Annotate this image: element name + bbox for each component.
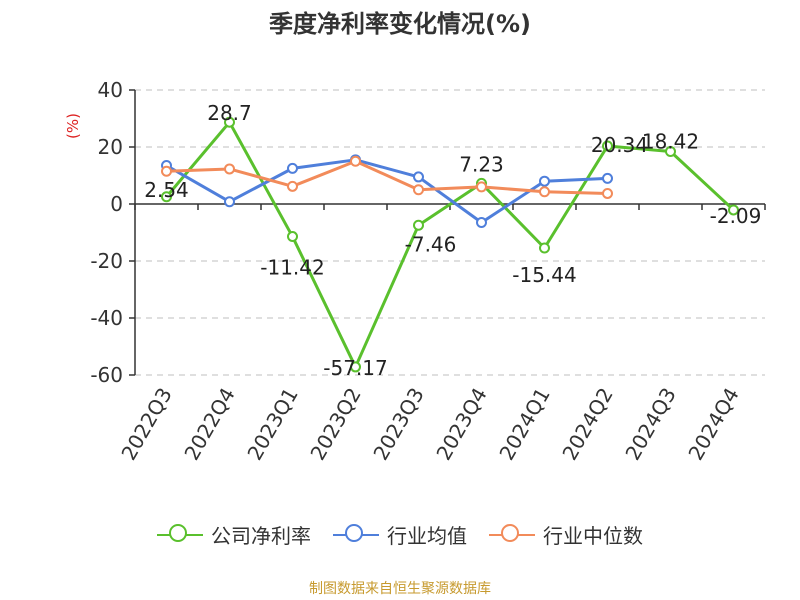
y-tick-label: -40	[90, 306, 123, 330]
data-point	[602, 187, 613, 199]
x-tick-label: 2024Q3	[620, 384, 680, 465]
data-point	[476, 217, 487, 229]
x-tick-label: 2024Q2	[557, 384, 617, 465]
legend: 公司净利率 行业均值 行业中位数	[0, 520, 800, 549]
data-point	[539, 186, 550, 198]
x-tick-label: 2022Q4	[179, 384, 239, 465]
data-point	[224, 163, 235, 175]
grid-lines	[135, 89, 765, 376]
legend-label: 行业均值	[387, 524, 467, 548]
series-line-3	[166, 159, 608, 195]
x-tick-label: 2023Q2	[305, 384, 365, 465]
data-point	[224, 196, 235, 208]
data-point	[476, 181, 487, 193]
data-label: 28.7	[207, 101, 252, 125]
data-point	[665, 146, 676, 158]
data-point	[161, 191, 172, 203]
series-line-2	[165, 158, 608, 225]
data-point	[161, 165, 172, 177]
data-point	[287, 162, 298, 174]
x-tick-label: 2023Q1	[242, 384, 302, 465]
legend-swatch-icon	[333, 523, 379, 546]
data-labels: 2.54 28.7 -11.42 -57.17 -7.46 7.23 -15.44 20.34…	[144, 101, 761, 380]
data-point	[350, 361, 361, 373]
data-point	[413, 184, 424, 196]
legend-label: 公司净利率	[211, 524, 311, 548]
data-point	[539, 242, 550, 254]
y-tick-label: 20	[98, 135, 123, 159]
data-point	[728, 204, 739, 216]
data-label: -57.17	[323, 356, 387, 380]
data-point	[602, 172, 613, 184]
data-point	[224, 116, 235, 128]
data-label: 2.54	[144, 178, 189, 202]
x-tick-label: 2024Q4	[683, 384, 743, 465]
y-tick-label: -20	[90, 249, 123, 273]
data-label: 7.23	[459, 152, 504, 176]
x-tick-label: 2023Q4	[431, 384, 491, 465]
data-point	[413, 219, 424, 231]
source-note: 制图数据来自恒生聚源数据库	[309, 581, 491, 597]
data-point	[413, 171, 424, 183]
series-lines	[165, 120, 735, 369]
y-axis-unit-label: (%)	[64, 113, 82, 139]
series-line-1	[165, 120, 735, 369]
data-point	[287, 231, 298, 243]
data-label: -7.46	[405, 232, 457, 256]
y-tick-label: 40	[98, 78, 123, 102]
data-label: -15.44	[512, 263, 576, 287]
legend-item-1[interactable]: 公司净利率	[157, 520, 311, 549]
series-points	[161, 116, 739, 373]
legend-item-2[interactable]: 行业均值	[333, 520, 467, 549]
data-point	[602, 140, 613, 152]
x-tick-label: 2023Q3	[368, 384, 428, 465]
data-point	[539, 175, 550, 187]
y-tick-label: -60	[90, 363, 123, 387]
legend-swatch-icon	[157, 523, 203, 546]
legend-label: 行业中位数	[543, 524, 643, 548]
legend-swatch-icon	[489, 523, 535, 546]
x-tick-label: 2022Q3	[116, 384, 176, 465]
data-label: 20.34	[591, 133, 648, 157]
data-label: -2.09	[710, 204, 762, 228]
legend-item-3[interactable]: 行业中位数	[489, 520, 643, 549]
data-point	[287, 180, 298, 192]
data-point	[350, 155, 361, 167]
x-tick-label: 2024Q1	[494, 384, 554, 465]
y-tick-label: 0	[110, 192, 123, 216]
data-label: -11.42	[260, 256, 324, 280]
data-label: 18.42	[642, 130, 699, 154]
chart-title: 季度净利率变化情况(%)	[269, 10, 531, 38]
